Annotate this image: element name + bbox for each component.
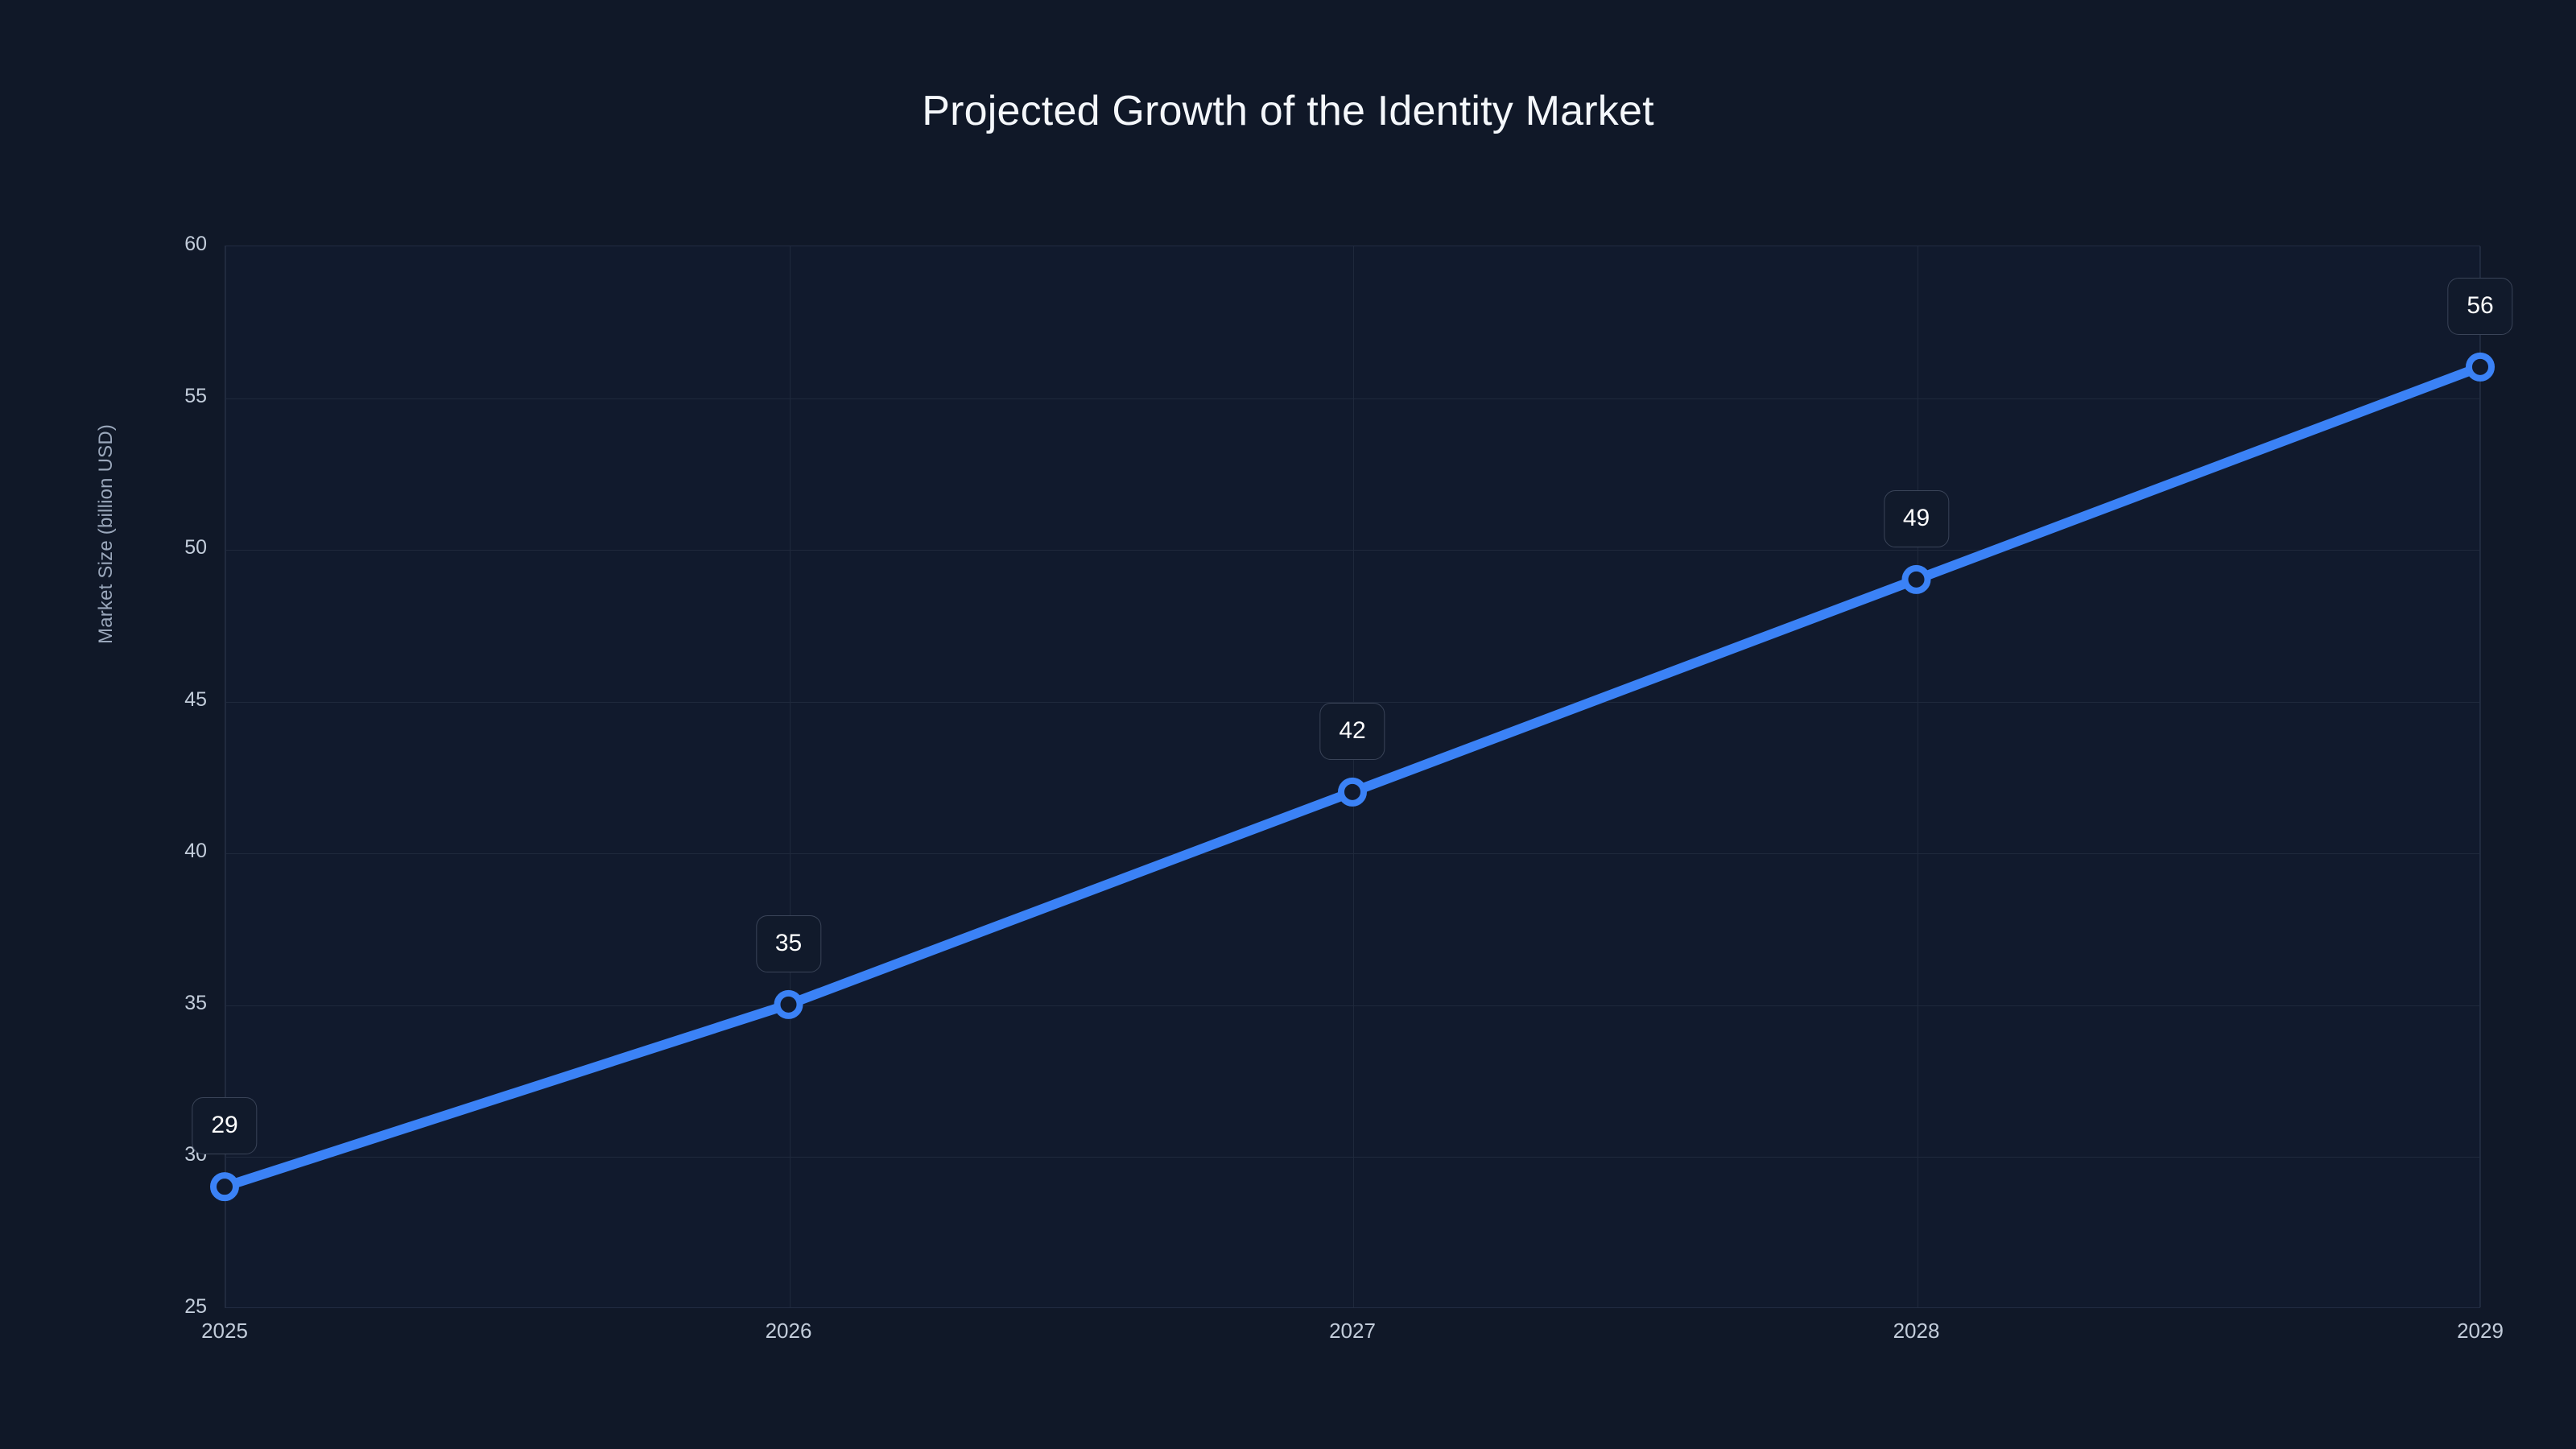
data-point-value-badge: 35 xyxy=(755,914,822,972)
y-axis-tick-label: 50 xyxy=(184,536,207,559)
data-point-value-badge: 42 xyxy=(1319,702,1385,760)
gridline-horizontal xyxy=(225,853,2479,855)
y-axis-tick-label: 35 xyxy=(184,991,207,1014)
y-axis-tick-label: 60 xyxy=(184,233,207,255)
x-axis-tick-label: 2028 xyxy=(1893,1319,1940,1343)
x-axis-tick-label: 2026 xyxy=(765,1319,812,1343)
x-axis-tick-label: 2029 xyxy=(2457,1319,2504,1343)
plot-area xyxy=(225,246,2481,1308)
gridline-vertical xyxy=(2480,246,2481,1307)
gridline-vertical xyxy=(1353,246,1354,1307)
y-axis-title: Market Size (billion USD) xyxy=(95,423,117,644)
y-axis-tick-label: 55 xyxy=(184,384,207,407)
y-axis-tick-label: 45 xyxy=(184,687,207,711)
x-axis-tick-label: 2025 xyxy=(201,1319,248,1343)
y-axis-tick-label: 25 xyxy=(184,1295,207,1318)
chart-title: Projected Growth of the Identity Market xyxy=(922,88,1654,134)
gridline-horizontal xyxy=(225,550,2479,551)
gridline-vertical xyxy=(789,246,791,1307)
data-point-value-badge: 29 xyxy=(192,1097,258,1155)
gridline-horizontal xyxy=(225,398,2479,399)
data-point-value-badge: 56 xyxy=(2447,277,2513,335)
data-point-value-badge: 49 xyxy=(1883,489,1950,547)
x-axis-tick-label: 2027 xyxy=(1329,1319,1376,1343)
gridline-horizontal xyxy=(225,1005,2479,1006)
gridline-horizontal xyxy=(225,1157,2479,1158)
y-axis-tick-label: 40 xyxy=(184,840,207,863)
